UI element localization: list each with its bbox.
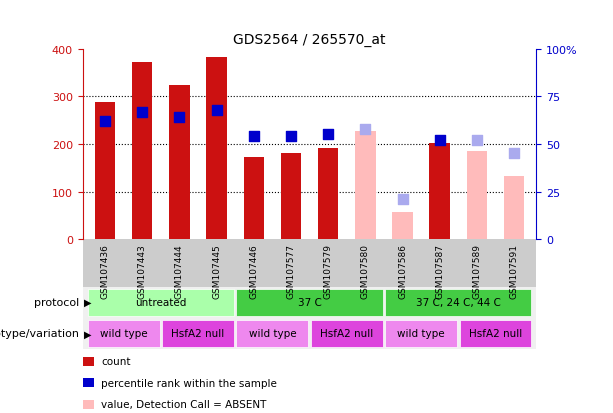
Text: GSM107587: GSM107587 bbox=[435, 244, 444, 299]
Text: GSM107443: GSM107443 bbox=[138, 244, 147, 298]
Text: genotype/variation: genotype/variation bbox=[0, 328, 80, 339]
Text: GSM107446: GSM107446 bbox=[249, 244, 258, 298]
Bar bbox=[466, 152, 487, 240]
Point bbox=[509, 151, 519, 157]
Text: wild type: wild type bbox=[100, 328, 148, 339]
Bar bbox=[243, 157, 264, 240]
Bar bbox=[95, 103, 115, 240]
Text: GSM107445: GSM107445 bbox=[212, 244, 221, 298]
Title: GDS2564 / 265570_at: GDS2564 / 265570_at bbox=[234, 33, 386, 47]
Text: protocol: protocol bbox=[34, 297, 80, 308]
Text: wild type: wild type bbox=[248, 328, 296, 339]
Text: GSM107589: GSM107589 bbox=[473, 244, 481, 299]
Text: GSM107436: GSM107436 bbox=[101, 244, 110, 299]
Point bbox=[175, 115, 185, 121]
Text: count: count bbox=[101, 356, 131, 366]
Text: ▶: ▶ bbox=[84, 297, 91, 308]
Point bbox=[360, 126, 370, 133]
Bar bbox=[392, 212, 413, 240]
Point bbox=[100, 119, 110, 125]
Text: 37 C: 37 C bbox=[298, 297, 321, 308]
Text: GSM107579: GSM107579 bbox=[324, 244, 333, 299]
Text: percentile rank within the sample: percentile rank within the sample bbox=[101, 378, 277, 388]
Text: GSM107444: GSM107444 bbox=[175, 244, 184, 298]
Point bbox=[211, 107, 221, 114]
Bar bbox=[318, 148, 338, 240]
Text: GSM107586: GSM107586 bbox=[398, 244, 407, 299]
Point bbox=[323, 132, 333, 138]
Text: HsfA2 null: HsfA2 null bbox=[320, 328, 373, 339]
Text: GSM107591: GSM107591 bbox=[509, 244, 519, 299]
Text: GSM107580: GSM107580 bbox=[361, 244, 370, 299]
Point bbox=[137, 109, 147, 116]
Bar bbox=[430, 144, 450, 240]
Text: HsfA2 null: HsfA2 null bbox=[469, 328, 522, 339]
Bar bbox=[355, 131, 376, 240]
Text: untreated: untreated bbox=[135, 297, 186, 308]
Point bbox=[398, 196, 408, 203]
Text: GSM107577: GSM107577 bbox=[286, 244, 295, 299]
Bar bbox=[207, 58, 227, 240]
Bar bbox=[132, 62, 153, 240]
Text: ▶: ▶ bbox=[84, 328, 91, 339]
Bar bbox=[281, 154, 301, 240]
Text: wild type: wild type bbox=[397, 328, 445, 339]
Point bbox=[472, 138, 482, 144]
Text: 37 C, 24 C, 44 C: 37 C, 24 C, 44 C bbox=[416, 297, 501, 308]
Text: HsfA2 null: HsfA2 null bbox=[172, 328, 224, 339]
Text: value, Detection Call = ABSENT: value, Detection Call = ABSENT bbox=[101, 399, 267, 409]
Point bbox=[286, 134, 296, 140]
Bar bbox=[169, 85, 189, 240]
Point bbox=[249, 134, 259, 140]
Point bbox=[435, 138, 444, 144]
Bar bbox=[504, 177, 524, 240]
